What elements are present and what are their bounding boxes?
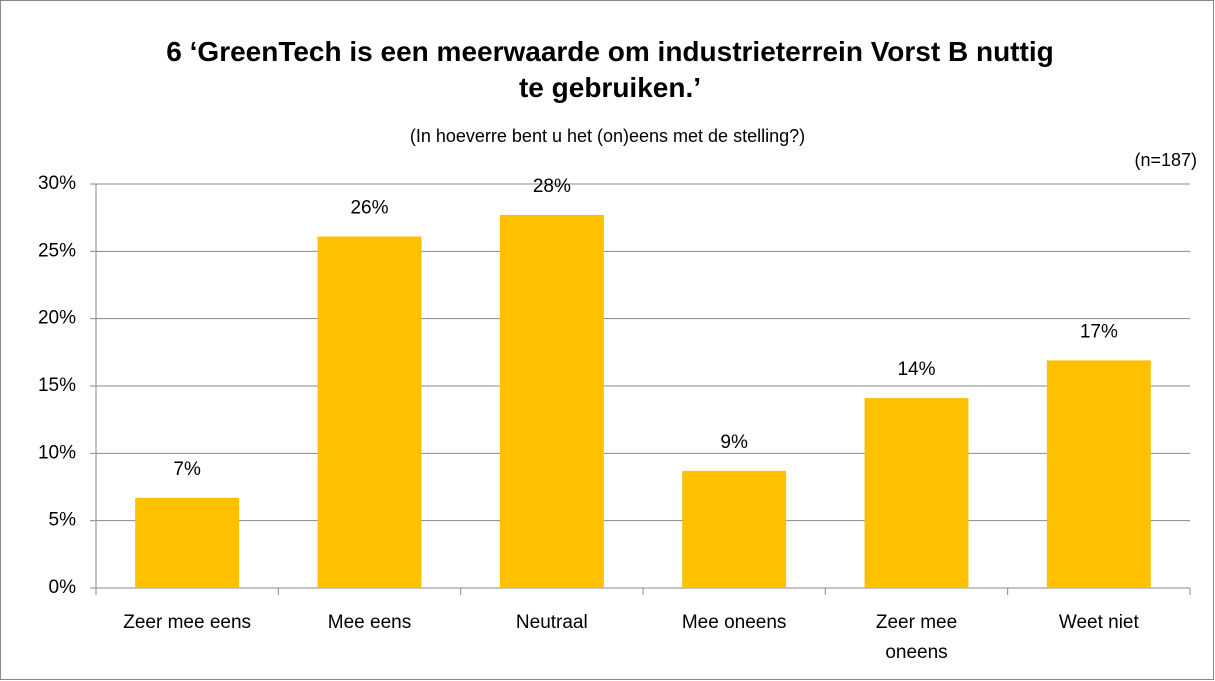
bar (499, 214, 604, 588)
y-tick-label: 0% (49, 577, 77, 598)
y-tick-label: 20% (38, 308, 76, 329)
x-tick-label: Mee oneens (681, 612, 787, 633)
y-tick-label: 30% (38, 173, 76, 194)
x-tick-label: Zeer mee eens (123, 612, 252, 633)
bar (1046, 360, 1151, 588)
bar (317, 236, 422, 588)
y-tick-label: 5% (49, 510, 77, 531)
x-tick-label: Zeer mee oneens (875, 612, 958, 663)
y-tick-label: 15% (38, 375, 76, 396)
data-label: 9% (720, 432, 748, 453)
chart-subtitle: (In hoeverre bent u het (on)eens met de … (409, 126, 806, 146)
x-tick-label: Weet niet (1058, 612, 1139, 633)
data-label: 14% (897, 359, 935, 380)
y-tick-label: 10% (38, 442, 76, 463)
x-tick-label: Neutraal (515, 612, 588, 633)
data-label: 26% (350, 198, 388, 219)
chart-title: 6 ‘GreenTech is een meerwaarde om indust… (166, 36, 1054, 103)
data-label: 17% (1080, 321, 1118, 342)
x-tick-label: Mee eens (327, 612, 412, 633)
bar (864, 398, 969, 588)
data-label: 28% (533, 176, 571, 197)
sample-size: (n=187) (1134, 150, 1197, 170)
y-tick-label: 25% (38, 240, 76, 261)
bar (135, 497, 240, 588)
bar (682, 470, 787, 588)
data-label: 7% (173, 459, 201, 480)
